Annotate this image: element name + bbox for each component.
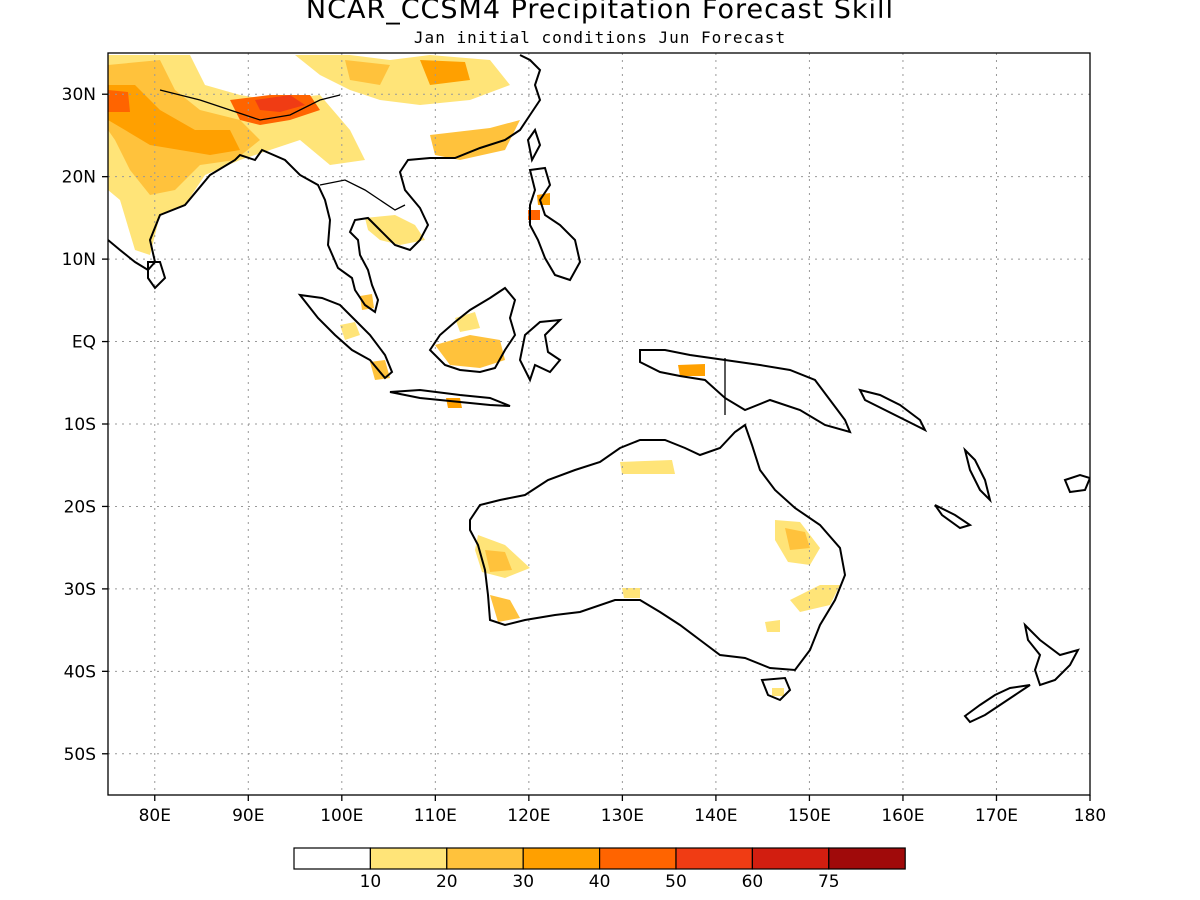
map-subtitle: Jan initial conditions Jun Forecast (413, 28, 787, 47)
coast-taiwan (526, 127, 542, 163)
colorbar-swatch (675, 847, 754, 870)
skill-area-qld-core (785, 528, 810, 550)
axes: 30N 20N 10N EQ 10S 20S 30S 40S 50S 80E 90E 100E 110E… (62, 85, 1107, 826)
skill-area-china-south (430, 120, 520, 160)
coast-nz-south (963, 684, 1031, 724)
coast-vanuatu (963, 446, 992, 504)
colorbar-swatch (293, 847, 372, 870)
skill-area-sw (490, 595, 520, 622)
lon-tick-label: 80E (139, 806, 171, 826)
colorbar-swatch (751, 847, 830, 870)
colorbar-label: 30 (512, 872, 534, 892)
map-grid (108, 53, 1090, 795)
borders (159, 89, 726, 415)
lat-tick-label: EQ (72, 333, 96, 353)
colorbar-label: 50 (665, 872, 687, 892)
coast-australia (469, 423, 847, 672)
colorbar-swatch (598, 847, 677, 870)
skill-area-borneo (435, 335, 505, 368)
lat-tick-label: 30S (64, 580, 96, 600)
lat-tick-label: 40S (64, 662, 96, 682)
coast-new-caledonia (934, 504, 973, 530)
skill-area-n-aus (620, 460, 675, 474)
colorbar-label: 20 (436, 872, 458, 892)
lat-tick-label: 10S (64, 415, 96, 435)
lon-tick-label: 100E (320, 806, 363, 826)
skill-area-sa (622, 588, 640, 598)
skill-area-himalaya-dark (255, 95, 305, 112)
skill-area-china-core (420, 60, 470, 85)
colorbar-label: 10 (360, 872, 382, 892)
skill-area-indochina (365, 215, 425, 245)
coast-borneo (428, 286, 517, 374)
colorbar-swatch (522, 847, 601, 870)
border-se-asia (319, 179, 406, 211)
lon-tick-label: 170E (975, 806, 1018, 826)
colorbar-swatch (828, 847, 906, 870)
skill-area-wa-core (485, 550, 512, 572)
colorbar: 10 20 30 40 50 60 75 (293, 847, 906, 892)
lat-tick-label: 20S (64, 497, 96, 517)
skill-area-tas (772, 688, 784, 696)
skill-area-china (295, 55, 510, 105)
lon-tick-label: 160E (881, 806, 924, 826)
coastlines (108, 54, 1090, 724)
skill-area-png (678, 364, 705, 376)
coast-nz-north (1023, 621, 1080, 687)
lat-tick-label: 30N (62, 85, 96, 105)
skill-shading (108, 55, 840, 696)
skill-area-malaya (360, 294, 374, 310)
skill-area-nsw (790, 585, 840, 612)
colorbar-swatch (446, 847, 524, 870)
skill-area-china-mid (345, 60, 390, 85)
skill-area-sumatra (340, 322, 360, 340)
lat-tick-label: 50S (64, 745, 96, 765)
skill-area-vic (765, 620, 780, 632)
coast-solomons (858, 388, 928, 433)
colorbar-label: 60 (742, 872, 764, 892)
map-title: NCAR_CCSM4 Precipitation Forecast Skill (305, 0, 895, 25)
coast-png (639, 349, 852, 434)
lon-tick-label: 90E (232, 806, 264, 826)
skill-area-west (108, 90, 130, 112)
lon-tick-label: 140E (694, 806, 737, 826)
colorbar-label: 75 (818, 872, 840, 892)
skill-area-bali (446, 398, 462, 408)
lon-tick-label: 120E (507, 806, 550, 826)
lon-tick-label: 150E (788, 806, 831, 826)
coast-fiji (1063, 473, 1090, 494)
coast-java (389, 388, 511, 407)
lon-tick-label: 130E (601, 806, 644, 826)
colorbar-label: 40 (589, 872, 611, 892)
coast-tasmania (760, 676, 792, 702)
border-himalaya (159, 89, 341, 121)
coast-sulawesi (518, 318, 563, 383)
coast-philippines (528, 166, 582, 282)
lat-tick-label: 10N (62, 250, 96, 270)
skill-area-borneo-n (455, 312, 480, 332)
coast-asia (108, 54, 542, 314)
coast-sri-lanka (147, 261, 167, 290)
skill-area-india-core (108, 85, 240, 155)
lon-tick-label: 180 (1074, 806, 1106, 826)
colorbar-swatch (369, 847, 448, 870)
lon-tick-label: 110E (414, 806, 457, 826)
coast-sumatra (297, 293, 394, 380)
lat-tick-label: 20N (62, 168, 96, 188)
